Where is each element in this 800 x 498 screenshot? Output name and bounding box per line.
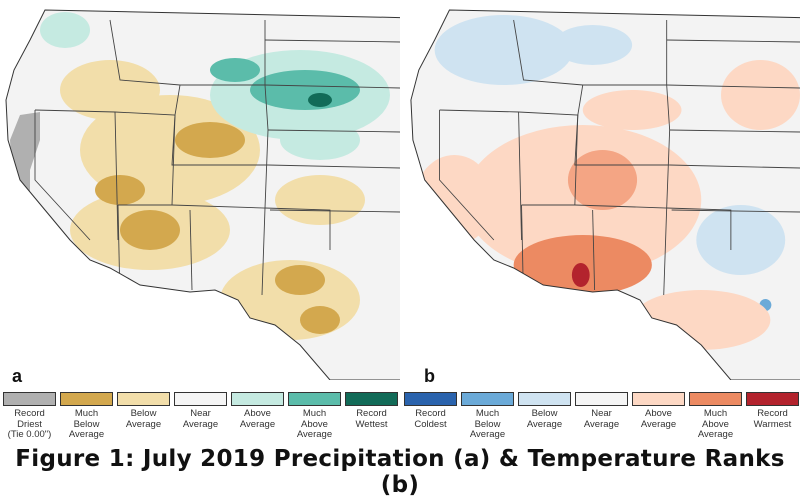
state-borders [34,19,400,301]
below-average-region [696,205,786,275]
legend-item-above-precip: Above Average [230,392,285,430]
below-average-region [60,60,160,120]
above-average-region [40,12,90,48]
legend-swatch [746,392,799,406]
legend-item-near-temp: Near Average [574,392,629,430]
precipitation-map [0,0,400,380]
coastline [5,9,400,380]
legend-label: Near Average [182,408,219,430]
legend-label: Record Driest (Tie 0.00") [7,408,52,440]
legend-item-much-below-temp: Much Below Average [460,392,515,441]
legend-swatch [288,392,341,406]
legend-item-below-temp: Below Average [517,392,572,430]
much-below-average-region [275,265,325,295]
legend-label: Much Below Average [469,408,506,440]
panel-b-label: b [424,366,435,386]
legend-swatch [575,392,628,406]
legend-swatch [461,392,514,406]
legend-swatch [632,392,685,406]
legend-item-record-warmest: Record Warmest [745,392,800,430]
legend-item-much-below-precip: Much Below Average [59,392,114,441]
below-average-region [553,25,633,65]
legend-label: Above Average [239,408,276,430]
legend-label: Much Above Average [296,408,333,440]
record-wettest-region [308,93,332,107]
much-below-average-region [120,210,180,250]
legend-swatch [3,392,56,406]
temperature-map-canvas [405,0,800,380]
legend-swatch [174,392,227,406]
much-below-average-region [175,122,245,158]
legend-item-much-above-temp: Much Above Average [688,392,743,441]
figure-caption: Figure 1: July 2019 Precipitation (a) & … [15,446,785,498]
legend-label: Record Wettest [355,408,388,430]
above-average-region [721,60,800,130]
panel-a-label: a [12,366,23,386]
below-average-region [434,15,573,85]
legend-label: Below Average [526,408,563,430]
legend-label: Above Average [640,408,677,430]
below-average-region [275,175,365,225]
legend-swatch [117,392,170,406]
legend-swatch [404,392,457,406]
legend-label: Record Coldest [414,408,447,430]
legend-item-below-precip: Below Average [116,392,171,430]
above-average-region [280,120,360,160]
state-borders [439,19,800,301]
record-warmest-region [571,263,590,287]
legend-item-near-precip: Near Average [173,392,228,430]
precipitation-map-canvas [0,0,400,380]
much-below-average-region [300,306,340,334]
much-above-average-region [250,70,360,110]
legend-label: Record Warmest [753,408,792,430]
legend-swatch [689,392,742,406]
much-above-average-region [210,58,260,82]
legend-label: Much Above Average [697,408,734,440]
legend-item-much-above-precip: Much Above Average [287,392,342,441]
above-average-region [582,90,682,130]
temperature-map [405,0,800,380]
much-below-average-region [95,175,145,205]
legend-swatch [345,392,398,406]
legend-label: Near Average [583,408,620,430]
rank-legend: Record Driest (Tie 0.00") Much Below Ave… [0,392,800,446]
legend-item-above-temp: Above Average [631,392,686,430]
coastline [410,9,800,380]
legend-label: Much Below Average [68,408,105,440]
legend-label: Below Average [125,408,162,430]
legend-swatch [231,392,284,406]
legend-item-record-driest: Record Driest (Tie 0.00") [2,392,57,441]
legend-item-record-wettest: Record Wettest [344,392,399,430]
legend-item-record-coldest: Record Coldest [403,392,458,430]
legend-swatch [60,392,113,406]
legend-swatch [518,392,571,406]
much-above-average-region [567,150,638,210]
